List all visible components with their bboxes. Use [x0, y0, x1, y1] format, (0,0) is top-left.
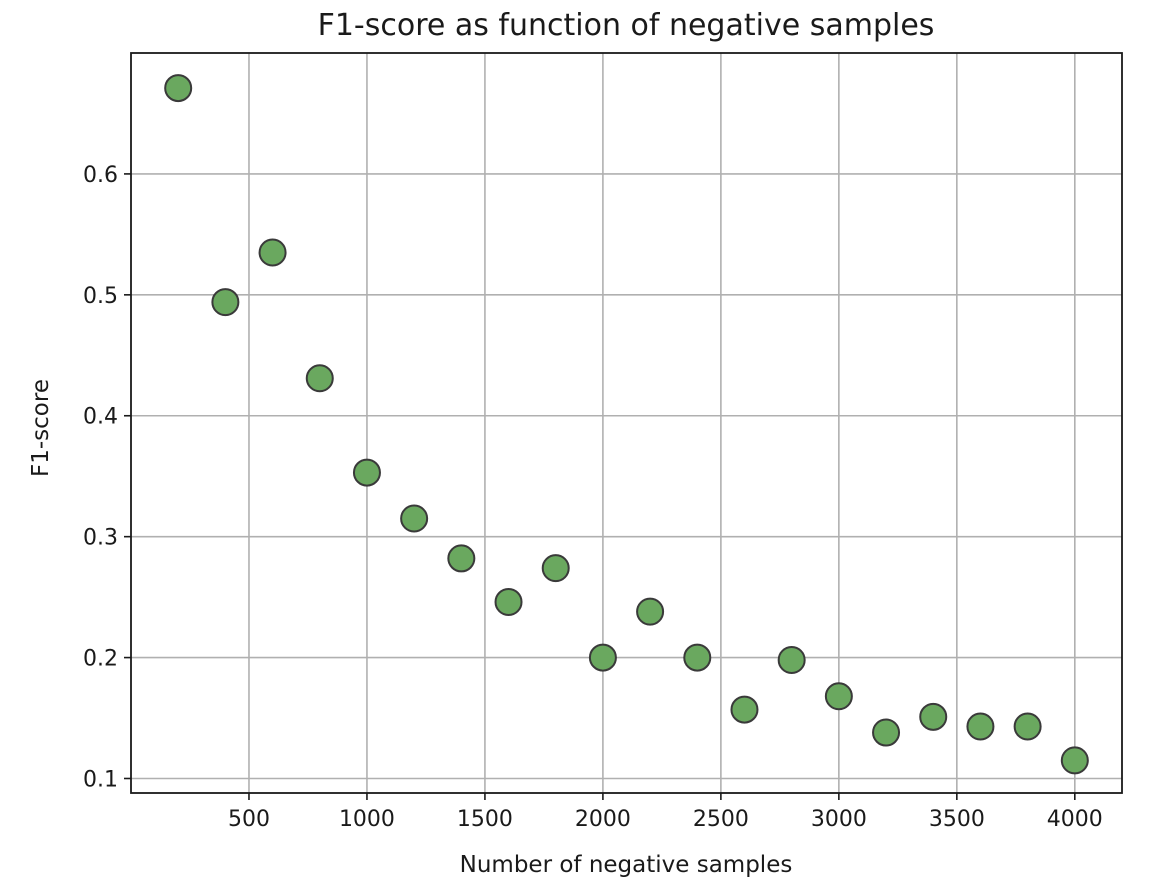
x-tick-label: 3500	[929, 807, 985, 832]
x-axis-label: Number of negative samples	[460, 852, 793, 878]
data-point	[777, 645, 806, 674]
data-point	[824, 682, 853, 711]
data-point	[588, 643, 617, 672]
y-tick-label: 0.5	[83, 284, 118, 309]
x-tick-label: 2000	[575, 807, 631, 832]
data-point	[352, 458, 381, 487]
data-point	[494, 587, 523, 616]
data-point	[211, 288, 240, 317]
x-tick-label: 4000	[1047, 807, 1103, 832]
data-point	[1060, 746, 1089, 775]
y-tick-label: 0.1	[83, 767, 118, 792]
data-point	[919, 702, 948, 731]
data-point	[164, 74, 193, 103]
y-tick-label: 0.2	[83, 647, 118, 672]
data-point	[258, 238, 287, 267]
x-tick-label: 1000	[339, 807, 395, 832]
y-tick-label: 0.6	[83, 163, 118, 188]
data-point	[636, 597, 665, 626]
plot-area-frame	[130, 52, 1123, 794]
x-tick-label: 2500	[693, 807, 749, 832]
grid-lines	[131, 53, 1122, 793]
data-point	[305, 364, 334, 393]
data-point	[447, 544, 476, 573]
x-tick-label: 3000	[811, 807, 867, 832]
data-point	[872, 718, 901, 747]
data-point	[1013, 712, 1042, 741]
data-point	[683, 643, 712, 672]
chart-title: F1-score as function of negative samples	[318, 8, 935, 43]
y-tick-label: 0.3	[83, 526, 118, 551]
x-tick-label: 1500	[457, 807, 513, 832]
y-axis-label: F1-score	[28, 379, 54, 477]
data-point	[400, 504, 429, 533]
data-point	[541, 554, 570, 583]
y-tick-label: 0.4	[83, 405, 118, 430]
axis-ticks: 500 1000 1500 2000 2500 3000 3500 4000 0.1 0.2 0.3…	[83, 163, 1103, 832]
data-point	[730, 695, 759, 724]
x-tick-label: 500	[228, 807, 270, 832]
data-points	[164, 74, 1089, 775]
data-point	[966, 712, 995, 741]
